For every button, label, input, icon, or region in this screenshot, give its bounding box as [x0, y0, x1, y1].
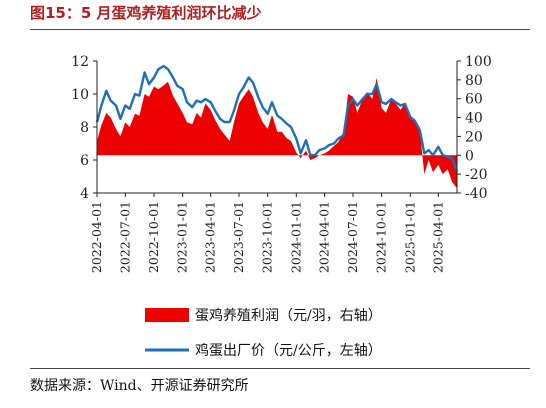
left-tick-label: 6	[80, 153, 89, 169]
left-tick-label: 8	[80, 120, 89, 136]
x-tick-label: 2022-04-01	[89, 201, 104, 273]
source-rule	[30, 368, 530, 369]
title-rule	[30, 29, 530, 30]
x-tick-label: 2023-10-01	[260, 201, 275, 273]
legend-price-label: 鸡蛋出厂价（元/公斤，左轴）	[195, 342, 382, 359]
right-tick-label: 40	[465, 111, 483, 127]
right-tick-label: 80	[465, 73, 483, 89]
x-tick-label: 2023-04-01	[203, 201, 218, 273]
right-tick-label: 100	[465, 54, 492, 70]
x-tick-label: 2024-01-01	[288, 201, 303, 273]
right-tick-label: 0	[465, 148, 474, 164]
profit-area-series	[97, 78, 457, 189]
legend-profit-swatch	[145, 308, 189, 322]
left-tick-label: 4	[80, 186, 89, 202]
x-tick-label: 2022-07-01	[117, 201, 132, 273]
x-tick-label: 2022-10-01	[146, 201, 161, 273]
source-note: 数据来源：Wind、开源证券研究所	[30, 378, 249, 394]
x-tick-label: 2024-10-01	[374, 201, 389, 273]
right-tick-label: 20	[465, 129, 483, 145]
right-tick-label: 60	[465, 92, 483, 108]
right-tick-label: -40	[465, 186, 488, 202]
x-tick-label: 2024-07-01	[345, 201, 360, 273]
x-tick-label: 2024-04-01	[317, 201, 332, 273]
price-line-series	[95, 64, 459, 173]
x-tick-label: 2023-01-01	[175, 201, 190, 273]
x-tick-label: 2025-01-01	[402, 201, 417, 273]
chart-svg: 4 6 8 10 12 -40 -20 0 20 40 60 80 100 2022-04-01 2022-…	[71, 54, 492, 359]
left-tick-label: 12	[71, 54, 89, 70]
legend-profit-label: 蛋鸡养殖利润（元/羽，右轴）	[195, 307, 382, 324]
x-tick-label: 2023-07-01	[231, 201, 246, 273]
chart-title: 图15：5 月蛋鸡养殖利润环比减少	[30, 4, 262, 22]
left-tick-label: 10	[71, 87, 89, 103]
x-tick-label: 2025-04-01	[430, 201, 445, 273]
right-tick-label: -20	[465, 167, 488, 183]
